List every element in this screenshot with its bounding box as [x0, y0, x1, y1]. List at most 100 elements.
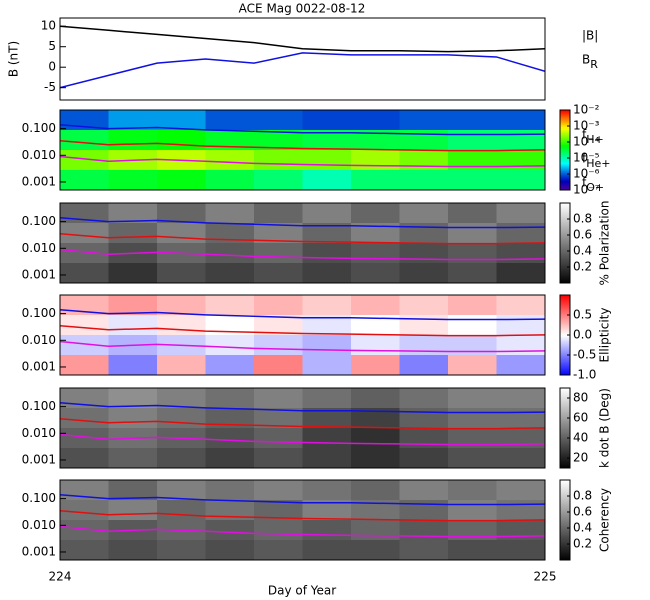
heatmap-cell — [302, 243, 352, 264]
series-line — [60, 25, 545, 53]
colorbar-swatch — [560, 140, 570, 143]
colorbar-swatch — [560, 506, 570, 509]
colorbar-swatch — [560, 369, 570, 372]
colorbar-swatch — [560, 347, 570, 350]
heatmap-cell — [302, 540, 352, 560]
heatmap-cell — [254, 150, 303, 171]
colorbar-tick-label: 10⁻⁶ — [573, 167, 600, 181]
colorbar-swatch — [560, 514, 570, 517]
colorbar-swatch — [560, 144, 570, 147]
colorbar-tick-label: 0.2 — [573, 260, 592, 274]
heatmap-cell — [496, 335, 545, 356]
heatmap-cell — [302, 335, 352, 356]
colorbar-swatch — [560, 245, 570, 248]
heatmap-cell — [399, 295, 449, 316]
colorbar-swatch — [560, 130, 570, 133]
heatmap-cell — [205, 170, 255, 190]
colorbar-swatch — [560, 526, 570, 529]
heatmap-cell — [399, 170, 449, 190]
heatmap-cell — [448, 335, 497, 356]
y-tick-label: 0.001 — [22, 174, 56, 188]
heatmap-cell — [157, 388, 206, 409]
heatmap-cell — [60, 223, 109, 244]
colorbar-swatch — [560, 267, 570, 270]
colorbar-swatch — [560, 329, 570, 332]
heatmap-cell — [108, 170, 158, 190]
heatmap-cell — [399, 408, 449, 429]
heatmap-cell — [254, 500, 303, 521]
panel — [60, 388, 545, 468]
colorbar-swatch — [560, 420, 570, 423]
colorbar-swatch — [560, 223, 570, 226]
heatmap-cell — [254, 540, 303, 560]
heatmap-cell — [60, 500, 109, 521]
colorbar-swatch — [560, 150, 570, 153]
colorbar-swatch — [560, 438, 570, 441]
colorbar-swatch — [560, 448, 570, 451]
plot-frame — [59, 109, 546, 191]
plot-frame — [59, 17, 546, 101]
colorbar-swatch — [560, 480, 570, 483]
colorbar-swatch — [560, 363, 570, 366]
series-line — [60, 325, 545, 337]
heatmap-cell — [399, 428, 449, 449]
heatmap-cell — [60, 540, 109, 560]
colorbar-swatch — [560, 110, 570, 113]
colorbar-tick-label: -1.0 — [573, 368, 596, 382]
colorbar-swatch — [560, 257, 570, 260]
colorbar-swatch — [560, 434, 570, 437]
colorbar-swatch — [560, 307, 570, 310]
colorbar-swatch — [560, 255, 570, 258]
heatmap-cell — [496, 110, 545, 131]
colorbar-label: % Polarization — [598, 201, 612, 286]
colorbar-swatch — [560, 452, 570, 455]
heatmap-cell — [302, 110, 352, 131]
y-tick-label: 0.100 — [22, 491, 56, 505]
heatmap-cell — [254, 520, 303, 541]
heatmap-cell — [302, 428, 352, 449]
colorbar-swatch — [560, 508, 570, 511]
heatmap-cell — [496, 150, 545, 171]
colorbar-swatch — [560, 114, 570, 117]
colorbar-swatch — [560, 373, 570, 376]
colorbar-swatch — [560, 158, 570, 161]
panel — [60, 25, 545, 89]
colorbar-swatch — [560, 213, 570, 216]
heatmap-cell — [496, 263, 545, 283]
series-line — [60, 216, 545, 229]
heatmap-cell — [448, 388, 497, 409]
heatmap-cell — [108, 500, 158, 521]
heatmap-cell — [302, 295, 352, 316]
heatmap-cell — [205, 243, 255, 264]
colorbar-swatch — [560, 243, 570, 246]
y-tick-label: 0.001 — [22, 267, 56, 281]
colorbar-swatch — [560, 464, 570, 467]
heatmap-cell — [60, 448, 109, 468]
colorbar-swatch — [560, 428, 570, 431]
heatmap-cell — [351, 243, 400, 264]
colorbar-swatch — [560, 174, 570, 177]
heatmap-cell — [302, 203, 352, 224]
heatmap-cell — [157, 203, 206, 224]
colorbar-tick-label: 0.8 — [573, 489, 592, 503]
colorbar-swatch — [560, 462, 570, 465]
series-line — [60, 248, 545, 261]
heatmap-cell — [157, 480, 206, 501]
heatmap-cell — [157, 295, 206, 316]
colorbar-swatch — [560, 180, 570, 183]
heatmap-cell — [448, 520, 497, 541]
heatmap-cell — [157, 540, 206, 560]
colorbar-swatch — [560, 357, 570, 360]
colorbar-swatch — [560, 247, 570, 250]
heatmap-cell — [448, 130, 497, 151]
colorbar-swatch — [560, 263, 570, 266]
colorbar-swatch — [560, 404, 570, 407]
colorbar-swatch — [560, 392, 570, 395]
heatmap-cell — [448, 295, 497, 316]
colorbar-swatch — [560, 524, 570, 527]
colorbar-swatch — [560, 518, 570, 521]
colorbar-swatch — [560, 446, 570, 449]
colorbar-swatch — [560, 221, 570, 224]
colorbar-swatch — [560, 556, 570, 559]
